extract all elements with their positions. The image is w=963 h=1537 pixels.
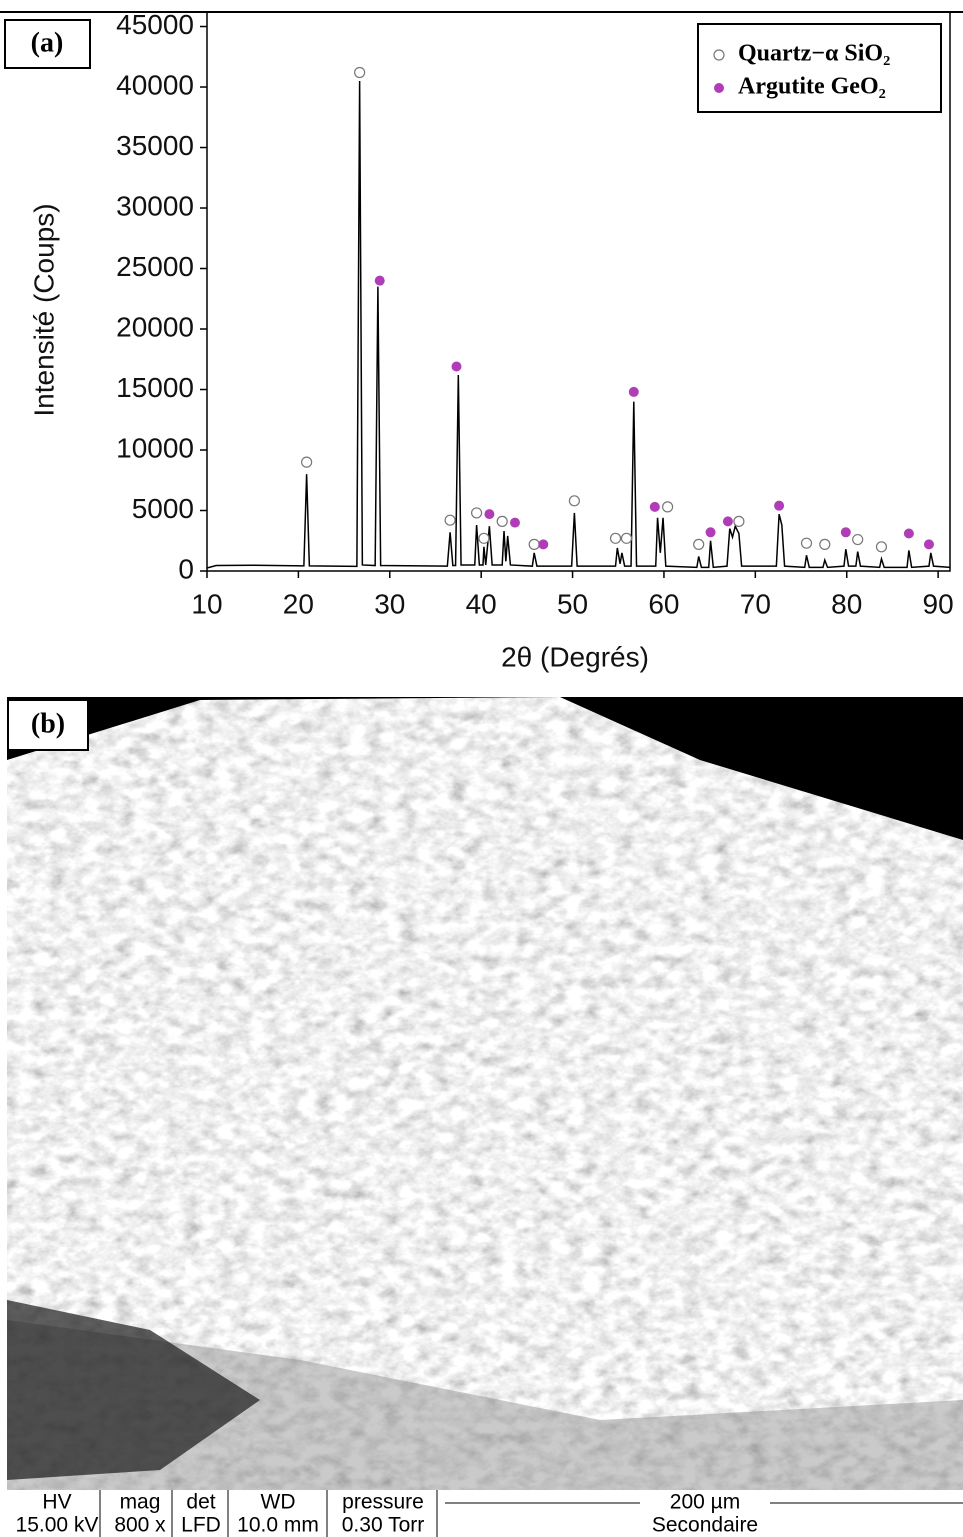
x-tick-label: 90 — [923, 588, 954, 619]
info-header: pressure — [342, 1491, 424, 1514]
panel-label-box — [7, 699, 89, 751]
info-value: 10.0 mm — [237, 1514, 319, 1537]
info-value: 0.30 Torr — [342, 1514, 425, 1537]
peak-marker — [374, 275, 385, 286]
x-tick-label: 80 — [831, 588, 862, 619]
legend-marker — [713, 49, 725, 61]
y-tick-label: 5000 — [132, 493, 194, 524]
peak-marker — [923, 539, 934, 550]
x-tick-label: 40 — [466, 588, 497, 619]
info-value: 15.00 kV — [16, 1514, 99, 1537]
sem-shadow — [7, 1300, 260, 1480]
peak-marker — [451, 361, 462, 372]
peak-marker — [354, 66, 366, 79]
plot-frame — [206, 11, 951, 572]
sem-cross-section — [7, 1320, 963, 1490]
y-tick-label: 35000 — [116, 130, 194, 161]
peak-marker — [800, 537, 813, 549]
y-tick-label: 15000 — [116, 372, 194, 403]
x-axis-title: 2θ (Degrés) — [501, 641, 649, 672]
legend-label: Quartz−α SiO₂ — [738, 41, 890, 67]
diffraction-line — [206, 80, 951, 569]
info-header: HV — [42, 1491, 71, 1514]
y-tick-label: 20000 — [116, 311, 194, 342]
info-value: 800 x — [114, 1514, 166, 1537]
legend-marker — [714, 83, 724, 93]
info-value: LFD — [181, 1514, 221, 1537]
peak-marker — [819, 538, 831, 550]
peak-marker — [705, 527, 716, 538]
peak-marker — [609, 532, 622, 544]
peak-marker — [875, 541, 888, 553]
x-tick-label: 70 — [740, 588, 771, 619]
y-tick-label: 0 — [178, 553, 194, 584]
legend-label: Argutite GeO₂ — [738, 74, 886, 100]
y-tick-label: 40000 — [116, 69, 194, 100]
y-tick-label: 45000 — [116, 9, 194, 40]
info-header: WD — [261, 1491, 296, 1514]
detector-mode: Secondaire — [652, 1514, 758, 1537]
peak-marker — [528, 538, 540, 550]
peak-marker — [774, 500, 785, 511]
y-tick-label: 10000 — [116, 432, 194, 463]
peak-marker — [733, 515, 745, 527]
peak-marker — [509, 517, 520, 528]
panel-label: (b) — [31, 708, 65, 739]
y-axis-title: Intensité (Coups) — [28, 203, 59, 416]
panel-label-box — [4, 19, 91, 69]
x-tick-label: 20 — [283, 588, 314, 619]
panel-label: (a) — [31, 27, 64, 58]
peak-marker — [471, 507, 483, 519]
peak-marker — [693, 538, 705, 550]
y-tick-label: 25000 — [116, 251, 194, 282]
peak-marker — [852, 533, 864, 546]
peak-marker — [649, 501, 660, 512]
xrd-chart: 0 5000 10000 15000 20000 25000 30000 35000 40000… — [28, 9, 953, 672]
peak-marker — [903, 528, 914, 539]
info-background — [7, 1490, 963, 1537]
info-header: det — [186, 1491, 215, 1514]
peak-marker — [568, 495, 580, 507]
peak-marker — [301, 456, 313, 468]
peak-marker — [538, 539, 549, 550]
y-tick-label: 30000 — [116, 190, 194, 221]
x-tick-label: 60 — [648, 588, 679, 619]
peak-marker — [496, 515, 508, 527]
peak-marker — [478, 532, 490, 544]
sem-image — [7, 697, 963, 1490]
x-tick-label: 30 — [374, 588, 405, 619]
peak-marker — [620, 532, 633, 544]
peak-marker — [840, 527, 851, 538]
x-tick-label: 50 — [557, 588, 588, 619]
peak-marker — [484, 509, 495, 520]
peak-marker — [628, 386, 639, 397]
scale-label: 200 µm — [670, 1491, 740, 1514]
x-tick-label: 10 — [191, 588, 222, 619]
peak-marker — [444, 514, 456, 526]
peak-marker — [662, 501, 674, 513]
legend-box — [697, 23, 942, 113]
peak-marker — [722, 516, 733, 527]
info-header: mag — [120, 1491, 161, 1514]
